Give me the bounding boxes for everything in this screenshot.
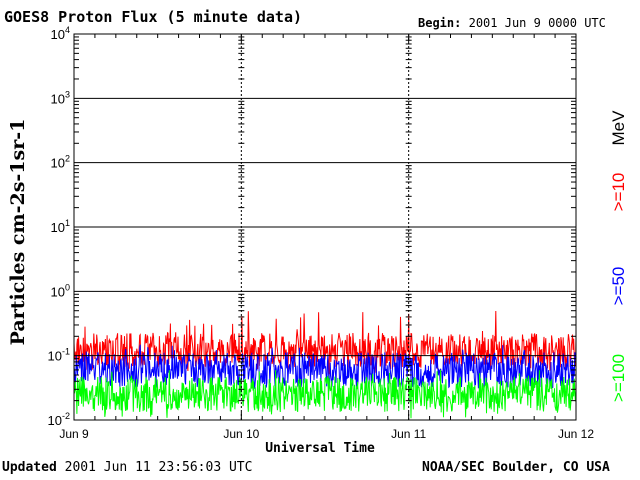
y-tick-exponent: -2 xyxy=(62,411,70,421)
y-tick-label: 104 xyxy=(51,25,70,42)
updated-value: 2001 Jun 11 23:56:03 UTC xyxy=(64,460,253,475)
updated-timestamp: Updated 2001 Jun 11 23:56:03 UTC xyxy=(2,460,252,475)
y-tick-base: 10 xyxy=(51,220,65,235)
legend-ge100: >=100 xyxy=(609,354,628,402)
y-tick-exponent: 2 xyxy=(65,154,70,164)
y-tick-exponent: -1 xyxy=(62,347,70,357)
series-line-ge50 xyxy=(73,344,577,389)
y-tick-exponent: 1 xyxy=(65,218,70,228)
legend-ge10: >=10 xyxy=(609,173,628,212)
y-tick-label: 101 xyxy=(51,218,70,235)
source-credit: NOAA/SEC Boulder, CO USA xyxy=(422,460,610,475)
begin-timestamp: Begin: 2001 Jun 9 0000 UTC xyxy=(418,16,606,30)
y-tick-base: 10 xyxy=(51,27,65,42)
updated-label: Updated xyxy=(2,460,57,475)
legend-unit: MeV xyxy=(609,110,628,146)
x-axis-label: Universal Time xyxy=(265,441,375,456)
y-tick-label: 100 xyxy=(51,282,70,299)
y-tick-base: 10 xyxy=(51,91,65,106)
y-tick-exponent: 0 xyxy=(65,282,70,292)
y-tick-label: 102 xyxy=(51,154,70,171)
x-tick-label: Jun 9 xyxy=(59,427,89,441)
chart-title: GOES8 Proton Flux (5 minute data) xyxy=(4,8,303,26)
y-tick-label: 103 xyxy=(51,89,70,106)
y-tick-label: 10-2 xyxy=(48,411,70,428)
series-line-ge100 xyxy=(73,369,577,419)
y-tick-exponent: 3 xyxy=(65,89,70,99)
y-tick-base: 10 xyxy=(51,284,65,299)
y-tick-exponent: 4 xyxy=(65,25,70,35)
x-tick-label: Jun 12 xyxy=(558,427,594,441)
y-axis-label: Particles cm-2s-1sr-1 xyxy=(7,119,29,346)
x-tick-label: Jun 11 xyxy=(391,427,426,441)
begin-value: 2001 Jun 9 0000 UTC xyxy=(468,16,606,30)
legend-ge50: >=50 xyxy=(609,267,628,306)
y-tick-base: 10 xyxy=(48,349,62,364)
y-tick-base: 10 xyxy=(51,156,65,171)
y-tick-base: 10 xyxy=(48,413,62,428)
y-tick-label: 10-1 xyxy=(48,347,70,364)
begin-label: Begin: xyxy=(418,16,462,30)
x-tick-label: Jun 10 xyxy=(223,427,259,441)
plot-frame xyxy=(73,33,577,421)
